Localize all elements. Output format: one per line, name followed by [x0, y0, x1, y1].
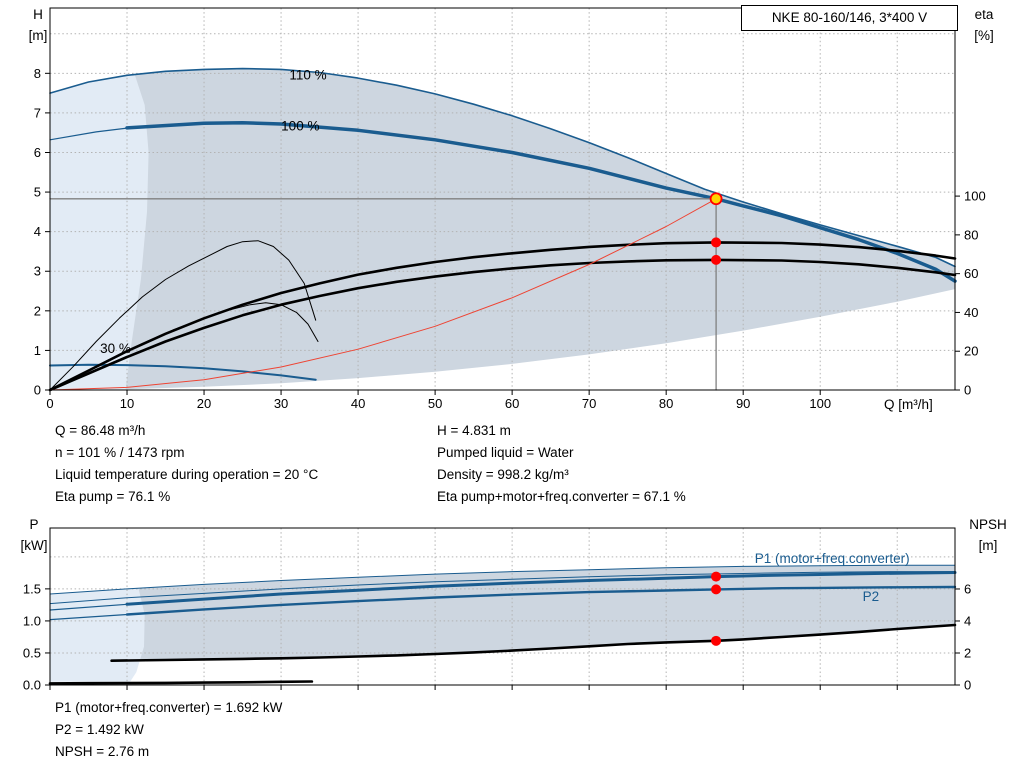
- x-tick-label: 80: [659, 396, 673, 411]
- y-right-tick-label: 6: [964, 581, 971, 596]
- duty-info-right: H = 4.831 m Pumped liquid = Water Densit…: [437, 420, 686, 508]
- p1-curve-lowflow: [49, 603, 128, 611]
- h-axis-name: H: [33, 7, 43, 22]
- x-tick-label: 30: [274, 396, 288, 411]
- eta-axis-name: eta: [974, 7, 994, 22]
- plot-frame: [49, 527, 956, 686]
- x-tick-label: 0: [46, 396, 53, 411]
- info-flow: Q = 86.48 m³/h: [55, 423, 146, 438]
- eta-axis-unit: [%]: [974, 28, 994, 43]
- p2-curve: [125, 585, 957, 616]
- info-npsh: NPSH = 2.76 m: [55, 744, 150, 759]
- info-eta-total: Eta pump+motor+freq.converter = 67.1 %: [437, 489, 686, 504]
- npsh-axis-name: NPSH: [969, 517, 1007, 532]
- y-right-tick-label: 20: [964, 344, 978, 359]
- p-axis-unit: [kW]: [20, 538, 48, 553]
- y-right-tick-label: 0: [964, 678, 971, 693]
- y-right-tick-label: 40: [964, 305, 978, 320]
- npsh-point: [711, 635, 722, 646]
- y-left-tick-label: 1.5: [23, 581, 41, 596]
- npsh-low-speed-curve: [48, 680, 314, 685]
- y-left-tick-label: 1.0: [23, 613, 41, 628]
- q-axis-title: Q [m³/h]: [884, 397, 933, 412]
- y-right-tick-label: 80: [964, 227, 978, 242]
- x-tick-label: 60: [505, 396, 519, 411]
- speed-curve-110: [49, 67, 956, 268]
- p-axis-title: P [kW]: [12, 514, 56, 556]
- info-pumped-liquid: Pumped liquid = Water: [437, 445, 574, 460]
- duty-info-left: Q = 86.48 m³/h n = 101 % / 1473 rpm Liqu…: [55, 420, 318, 508]
- info-density: Density = 998.2 kg/m³: [437, 467, 569, 482]
- y-left-tick-label: 0.5: [23, 645, 41, 660]
- p1-point: [711, 571, 722, 582]
- y-left-tick-label: 2: [34, 303, 41, 318]
- info-eta-pump: Eta pump = 76.1 %: [55, 489, 171, 504]
- allowed-operating-region: [50, 68, 955, 390]
- power-info: P1 (motor+freq.converter) = 1.692 kW P2 …: [55, 697, 282, 763]
- pump-title-box: NKE 80-160/146, 3*400 V: [741, 5, 958, 31]
- low-flow-region: [50, 588, 145, 682]
- y-right-tick-label: 2: [964, 645, 971, 660]
- y-left-tick-label: 0.0: [23, 678, 41, 693]
- eta-arc-low-speed-1: [49, 240, 317, 391]
- x-tick-label: 90: [736, 396, 750, 411]
- eta-pump-point: [711, 237, 722, 248]
- info-liquid-temperature: Liquid temperature during operation = 20…: [55, 467, 319, 482]
- x-tick-label: 20: [197, 396, 211, 411]
- p2-point: [711, 584, 722, 595]
- speed-curve-100-lowflow: [49, 126, 136, 141]
- x-tick-label: 50: [428, 396, 442, 411]
- curve-label: 110 %: [289, 67, 326, 82]
- y-left-tick-label: 1: [34, 343, 41, 358]
- y-left-tick-label: 8: [34, 66, 41, 81]
- duty-point: [709, 192, 723, 206]
- curve-label: P1 (motor+freq.converter): [755, 551, 910, 566]
- p-axis-name: P: [29, 517, 39, 532]
- speed-curve-100: [125, 121, 957, 283]
- info-p1: P1 (motor+freq.converter) = 1.692 kW: [55, 700, 283, 715]
- plot-frame: [49, 7, 956, 391]
- x-tick-label: 10: [120, 396, 134, 411]
- h-axis-title: H [m]: [20, 4, 56, 46]
- info-head: H = 4.831 m: [437, 423, 511, 438]
- y-right-tick-label: 60: [964, 266, 978, 281]
- curve-label: 30 %: [100, 341, 131, 356]
- y-left-tick-label: 5: [34, 185, 41, 200]
- y-left-tick-label: 3: [34, 264, 41, 279]
- info-p2: P2 = 1.492 kW: [55, 722, 144, 737]
- h-axis-unit: [m]: [28, 28, 48, 43]
- y-left-tick-label: 0: [34, 383, 41, 398]
- speed-curve-30: [49, 363, 317, 381]
- y-left-tick-label: 7: [34, 105, 41, 120]
- x-tick-label: 100: [809, 396, 831, 411]
- y-right-tick-label: 4: [964, 613, 971, 628]
- y-right-tick-label: 100: [964, 189, 986, 204]
- eta-arc-low-speed-2: [49, 302, 319, 391]
- npsh-axis-unit: [m]: [978, 538, 998, 553]
- npsh-axis-title: NPSH [m]: [964, 514, 1012, 556]
- info-speed: n = 101 % / 1473 rpm: [55, 445, 185, 460]
- p2-max-curve: [49, 571, 956, 605]
- curve-label: P2: [863, 589, 880, 604]
- p2-curve-lowflow: [49, 613, 128, 621]
- x-tick-label: 70: [582, 396, 596, 411]
- y-right-tick-label: 0: [964, 383, 971, 398]
- eta-axis-title: eta [%]: [966, 4, 1002, 46]
- x-tick-label: 40: [351, 396, 365, 411]
- curve-label: 100 %: [281, 119, 319, 134]
- eta-total-curve: [48, 258, 957, 392]
- p1-curve: [125, 571, 957, 606]
- y-left-tick-label: 6: [34, 145, 41, 160]
- p1-max-curve: [49, 564, 956, 595]
- y-left-tick-label: 4: [34, 224, 41, 239]
- npsh-curve: [110, 623, 957, 663]
- system-curve: [49, 198, 717, 391]
- eta-total-point: [711, 254, 722, 265]
